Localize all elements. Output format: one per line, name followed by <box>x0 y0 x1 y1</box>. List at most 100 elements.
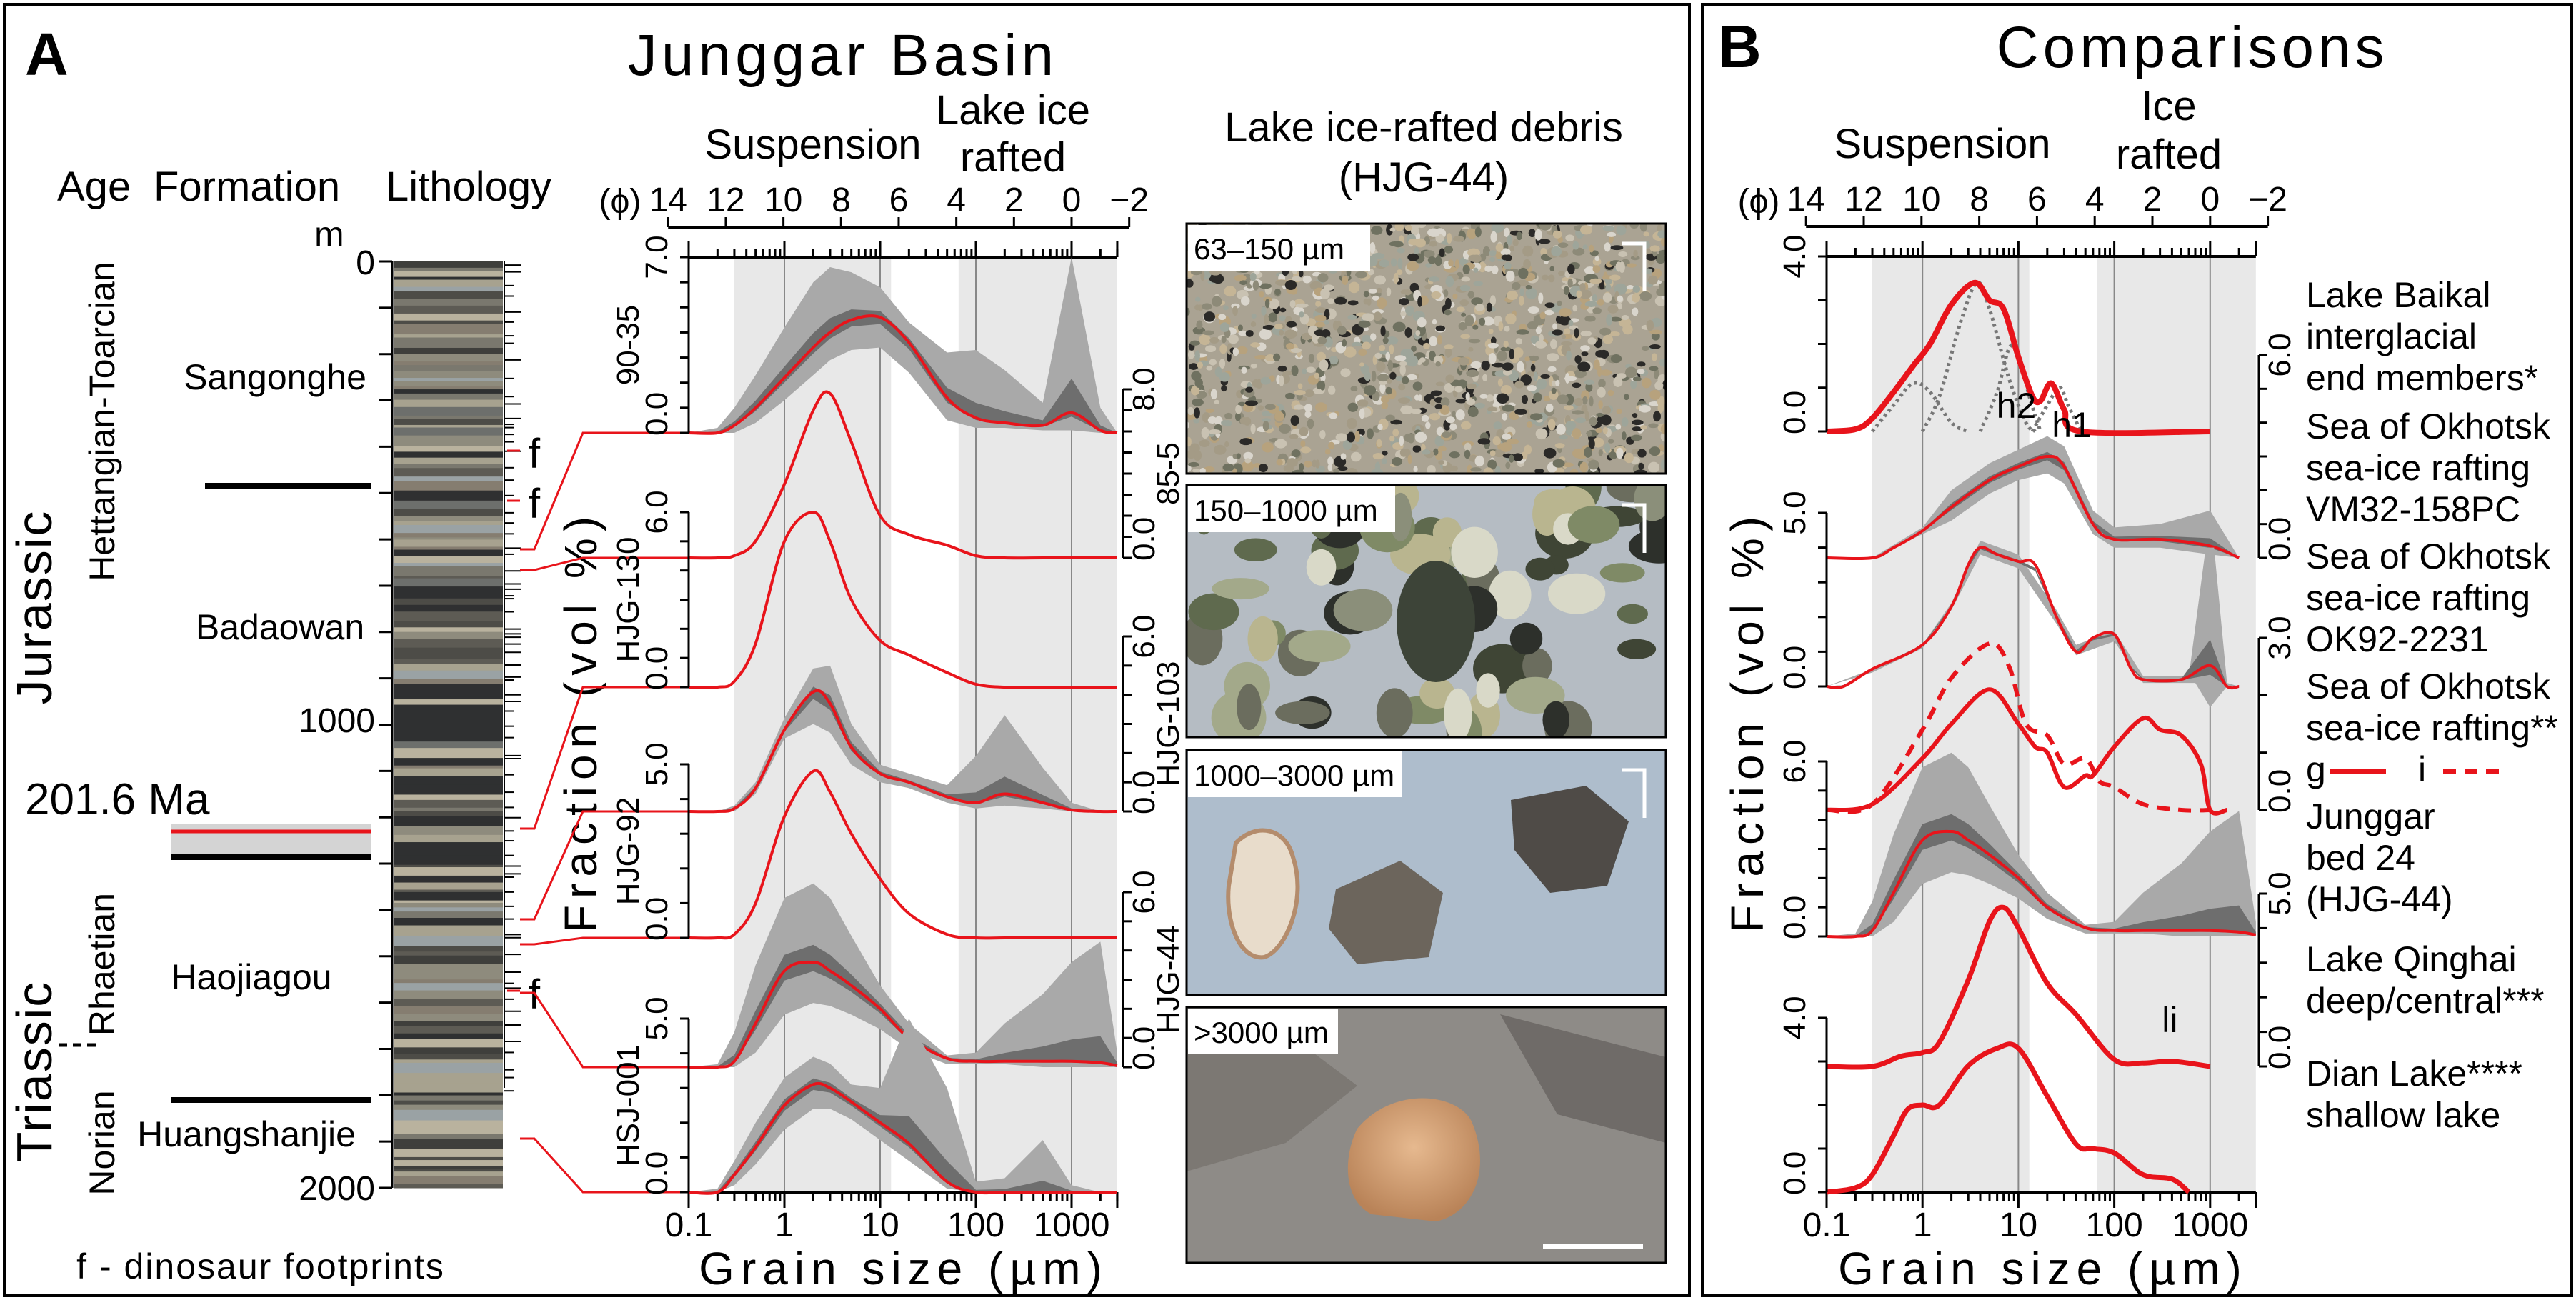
stage-rhaetian: Rhaetian <box>82 893 122 1036</box>
sand-grain <box>1259 291 1264 298</box>
lithology-bed <box>394 324 503 335</box>
sand-grain <box>1632 307 1639 316</box>
sand-grain <box>1364 371 1371 381</box>
sand-grain <box>1317 336 1327 345</box>
sand-grain <box>1252 379 1260 388</box>
sample-name: HJG-103 <box>1151 661 1186 786</box>
x-tick-label: 1 <box>775 1206 794 1244</box>
sand-grain <box>1371 469 1384 474</box>
sand-grain <box>1632 285 1641 293</box>
sand-grain <box>1355 271 1368 279</box>
sand-grain <box>1400 405 1414 415</box>
sand-grain <box>1491 265 1499 274</box>
sand-grain <box>1359 408 1365 419</box>
lithology-bed <box>394 765 503 769</box>
sand-grain <box>1250 321 1257 327</box>
depth-label-1000: 1000 <box>299 702 375 740</box>
sand-grain <box>1399 435 1404 446</box>
sand-grain <box>1600 414 1612 426</box>
y-min-label: 0.0 <box>1127 771 1162 814</box>
lithology-bed <box>394 672 503 679</box>
sand-grain <box>1279 307 1287 313</box>
sand-grain <box>1374 275 1387 285</box>
connector-hjg-44 <box>520 991 690 1069</box>
sand-grain <box>1239 280 1247 286</box>
sand-grain <box>1602 225 1615 231</box>
sand-grain <box>1232 306 1238 316</box>
lithology-bed <box>394 900 503 904</box>
sand-grain <box>1504 254 1512 261</box>
sand-grain <box>1649 389 1661 400</box>
sand-grain <box>1609 316 1622 322</box>
sand-grain <box>1386 224 1394 236</box>
sand-grain <box>1385 386 1392 395</box>
sand-grain <box>1234 274 1247 282</box>
lithology-bed <box>394 415 503 420</box>
lithology-bed <box>394 882 503 886</box>
sand-grain <box>1397 257 1403 269</box>
sand-grain <box>1572 241 1579 250</box>
sand-grain <box>1655 253 1666 264</box>
lithology-bed <box>394 704 503 712</box>
sand-grain <box>1544 302 1555 309</box>
sand-grain <box>1479 394 1488 399</box>
sand-grain <box>1467 228 1477 239</box>
lithology-bed <box>394 451 503 459</box>
sand-grain <box>1457 357 1469 366</box>
sand-grain <box>1575 417 1587 424</box>
sand-grain <box>1512 453 1523 461</box>
sand-grain <box>1363 291 1369 298</box>
phi-tick-label: 14 <box>1787 181 1825 219</box>
lithology-bed <box>394 741 503 749</box>
lithology-bed <box>394 711 503 722</box>
sand-grain <box>1597 299 1605 306</box>
sand-grain <box>1209 336 1219 344</box>
sand-grain <box>1474 226 1482 238</box>
sample-name: HJG-44 <box>1151 926 1186 1034</box>
sand-grain <box>1534 229 1542 241</box>
sand-grain <box>1235 404 1242 414</box>
lithology-bed <box>394 533 503 538</box>
sand-grain <box>1291 365 1299 376</box>
lithology-bed <box>394 758 503 766</box>
sand-grain <box>1468 346 1474 352</box>
series-hjg-44: 0.0 6.0 HJG-44 <box>688 870 1186 1070</box>
lithology-bed <box>394 864 503 868</box>
pebble <box>1397 561 1475 682</box>
lithology-bed <box>394 337 503 349</box>
sand-grain <box>1314 459 1320 469</box>
sand-grain <box>1535 326 1542 334</box>
sand-grain <box>1466 369 1479 378</box>
panel-b-suspension-label: Suspension <box>1834 121 2050 167</box>
sand-grain <box>1567 278 1573 288</box>
sand-grain <box>1563 286 1570 295</box>
lithology-bed <box>394 427 503 436</box>
lithology-bed <box>394 524 503 534</box>
median-curve <box>1826 904 2211 1070</box>
sand-grain <box>1473 267 1479 273</box>
sand-grain <box>1429 413 1441 421</box>
sand-grain <box>1558 315 1572 326</box>
sand-grain <box>1524 444 1532 455</box>
lithology-bed <box>394 393 503 401</box>
sand-grain <box>1207 416 1217 424</box>
sand-grain <box>1584 411 1589 421</box>
sand-grain <box>1392 321 1406 332</box>
lithology-bed <box>394 468 503 477</box>
sand-grain <box>1534 341 1547 349</box>
lithology-bed <box>394 670 503 674</box>
sand-grain <box>1254 354 1267 360</box>
x-tick-label: 1 <box>1913 1206 1932 1244</box>
sand-grain <box>1335 433 1347 442</box>
sand-grain <box>1453 236 1465 242</box>
connector-hjg-130 <box>520 686 690 830</box>
sand-grain <box>1483 467 1494 474</box>
sand-grain <box>1486 394 1494 402</box>
sand-grain <box>1316 351 1327 361</box>
lithology-bed <box>394 279 503 288</box>
sand-grain <box>1269 375 1275 382</box>
phi-tick-label: −2 <box>1109 181 1149 219</box>
lithology-bed <box>394 1092 503 1096</box>
sand-grain <box>1279 424 1291 434</box>
